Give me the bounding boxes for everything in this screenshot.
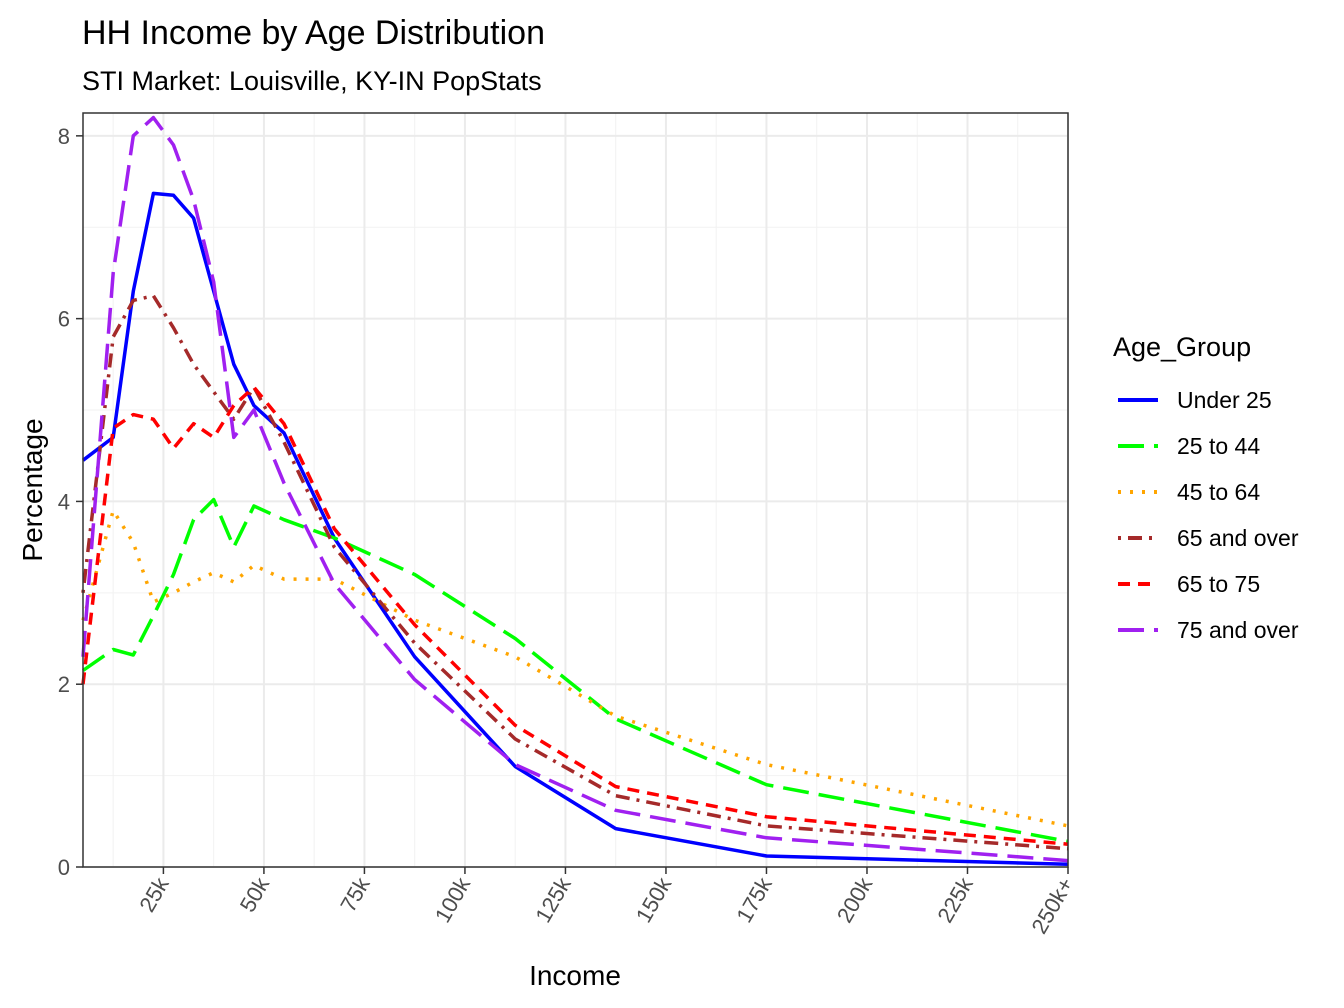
x-tick-label: 250k+ bbox=[1026, 873, 1078, 938]
x-tick-label: 125k bbox=[530, 872, 576, 927]
x-tick-label: 100k bbox=[430, 872, 476, 927]
legend-label: Under 25 bbox=[1177, 387, 1272, 413]
legend-item: 45 to 64 bbox=[1118, 479, 1260, 505]
grid-minor bbox=[83, 113, 1068, 867]
x-tick-label: 150k bbox=[631, 872, 677, 927]
x-axis: 25k 50k 75k 100k 125k 150k 175k 200k 225k 250k+ bbox=[134, 867, 1078, 938]
series-line bbox=[81, 115, 1069, 863]
series-line bbox=[81, 294, 1069, 851]
legend-item: 65 to 75 bbox=[1118, 571, 1260, 597]
plot-panel bbox=[81, 112, 1069, 868]
series-lines bbox=[81, 115, 1069, 867]
series-line bbox=[81, 191, 1069, 867]
legend-item: 65 and over bbox=[1118, 525, 1299, 551]
x-tick-label: 225k bbox=[932, 872, 978, 927]
chart-subtitle: STI Market: Louisville, KY-IN PopStats bbox=[82, 66, 542, 96]
y-tick-label: 8 bbox=[58, 124, 70, 149]
x-axis-title: Income bbox=[529, 960, 621, 991]
series-line bbox=[82, 497, 1069, 844]
y-axis-title: Percentage bbox=[17, 418, 48, 561]
legend-label: 25 to 44 bbox=[1177, 433, 1260, 459]
plot-background bbox=[83, 113, 1068, 867]
legend-title: Age_Group bbox=[1113, 332, 1251, 362]
legend-label: 65 and over bbox=[1177, 525, 1299, 551]
legend-item: 25 to 44 bbox=[1118, 433, 1260, 459]
series-line bbox=[81, 508, 1069, 828]
series-line bbox=[81, 385, 1069, 846]
legend-label: 65 to 75 bbox=[1177, 571, 1260, 597]
y-tick-label: 6 bbox=[58, 307, 70, 332]
plot-border bbox=[82, 112, 1069, 868]
x-tick-label: 50k bbox=[235, 872, 275, 916]
y-tick-label: 2 bbox=[58, 672, 70, 697]
y-tick-label: 0 bbox=[58, 855, 70, 880]
x-tick-label: 200k bbox=[832, 872, 878, 927]
y-axis: 0 2 4 6 8 bbox=[58, 124, 83, 880]
x-tick-label: 25k bbox=[134, 872, 174, 916]
legend-label: 45 to 64 bbox=[1177, 479, 1260, 505]
chart-title: HH Income by Age Distribution bbox=[82, 14, 545, 52]
legend-item: 75 and over bbox=[1118, 617, 1299, 643]
legend-items: Under 25 25 to 44 45 to 64 65 and over 65 to… bbox=[1118, 387, 1299, 643]
x-tick-label: 175k bbox=[731, 872, 777, 927]
legend-label: 75 and over bbox=[1177, 617, 1299, 643]
legend: Age_Group Under 25 25 to 44 45 to 64 65 and… bbox=[1113, 332, 1299, 643]
legend-item: Under 25 bbox=[1118, 387, 1272, 413]
y-tick-label: 4 bbox=[58, 489, 70, 514]
x-tick-label: 75k bbox=[335, 872, 375, 916]
